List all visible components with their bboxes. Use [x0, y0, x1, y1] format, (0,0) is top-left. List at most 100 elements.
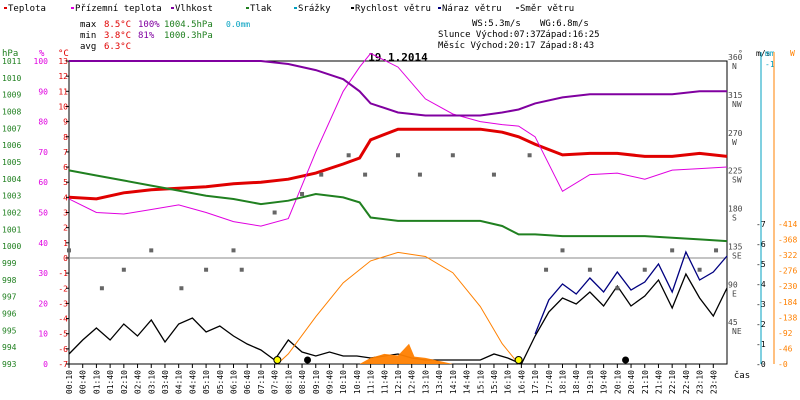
series-feels	[68, 52, 728, 227]
legend-label-wind: Rychlost větru	[355, 4, 431, 14]
time-tick: 21:40	[654, 370, 663, 394]
dir-tick: 135	[728, 242, 743, 251]
dir-compass: W	[732, 138, 737, 147]
dir-compass: SW	[732, 176, 742, 185]
temp-tick: 0	[63, 254, 68, 263]
hpa-tick: 994	[2, 343, 17, 352]
time-tick: 14:10	[449, 370, 458, 394]
stat-wind-gust: WG:6.8m/s	[540, 19, 589, 29]
legend-label-rain: Srážky	[298, 4, 331, 14]
solar-tick: -92	[778, 329, 793, 338]
chart-title: 19.1.2014	[368, 51, 428, 64]
wind-dir-point	[527, 153, 532, 158]
series-solar	[277, 251, 519, 365]
dir-tick: 90	[728, 280, 738, 289]
hpa-tick: 1003	[2, 192, 21, 201]
wind-dir-point	[697, 267, 702, 272]
stat-sunrise: Slunce Východ:07:37	[438, 30, 541, 40]
axis-dir-label: °	[738, 49, 743, 58]
time-tick: 22:40	[682, 370, 691, 394]
pct-tick: 100	[34, 57, 49, 66]
time-tick: 12:40	[408, 370, 417, 394]
dir-tick: 180	[728, 205, 743, 214]
series-press	[68, 169, 728, 243]
wind-dir-point	[363, 172, 368, 177]
solar-tick: -276	[778, 267, 797, 276]
legend-label-gust: Náraz větru	[442, 4, 502, 14]
hpa-tick: 1000	[2, 242, 21, 251]
wind-dir-point	[239, 267, 244, 272]
time-tick: 04:10	[175, 370, 184, 394]
legend-label-temp: Teplota	[8, 4, 46, 14]
time-tick: 18:40	[572, 370, 581, 394]
series-gust	[534, 250, 728, 335]
solar-tick: -368	[778, 236, 797, 245]
time-tick: 15:10	[476, 370, 485, 394]
stat-label-avg: avg	[80, 42, 96, 52]
solar-tick: -184	[778, 298, 797, 307]
solar-tick: -138	[778, 313, 797, 322]
wind-dir-point	[67, 248, 71, 253]
time-tick: 02:40	[134, 370, 143, 394]
temp-tick: 12	[58, 72, 68, 81]
hpa-tick: 1010	[2, 74, 21, 83]
time-tick: 09:40	[325, 370, 334, 394]
series-hum	[69, 60, 727, 117]
time-tick: 17:40	[545, 370, 554, 394]
solar-tick: -414	[778, 220, 797, 229]
series-solar_meas	[359, 343, 453, 364]
time-tick: 17:10	[531, 370, 540, 394]
stat-hum-min: 81%	[138, 31, 155, 41]
stat-sunset: Západ:16:25	[540, 30, 600, 40]
wind-dir-point	[544, 267, 549, 272]
hpa-tick: 993	[2, 360, 17, 369]
time-tick: 05:40	[216, 370, 225, 394]
temp-tick: -3	[58, 299, 68, 308]
solar-tick: -230	[778, 282, 797, 291]
rain-tick: -1	[765, 60, 775, 69]
wind-tick: -0	[756, 360, 766, 369]
hpa-tick: 999	[2, 259, 17, 268]
time-tick: 00:40	[79, 370, 88, 394]
axis-pct-label: %	[39, 49, 45, 59]
dir-tick: 360	[728, 53, 743, 62]
legend-label-feels: Přízemní teplota	[75, 4, 162, 14]
moonrise-marker	[622, 356, 630, 364]
hpa-tick: 1009	[2, 91, 21, 100]
time-tick: 23:40	[709, 370, 718, 394]
time-tick: 10:40	[353, 370, 362, 394]
time-tick: 08:10	[284, 370, 293, 394]
dir-compass: N	[732, 62, 737, 71]
dir-compass: NW	[732, 100, 742, 109]
dir-compass: S	[732, 214, 737, 223]
dir-compass: SE	[732, 251, 742, 260]
temp-tick: 10	[58, 102, 68, 111]
time-tick: 19:10	[586, 370, 595, 394]
temp-tick: -7	[58, 360, 68, 369]
wind-dir-point	[272, 210, 277, 215]
time-tick: 03:10	[147, 370, 156, 394]
temp-tick: 4	[63, 193, 68, 202]
axis-wind-label: m/s	[756, 49, 771, 58]
temp-tick: -4	[58, 315, 68, 324]
wind-dir-point	[642, 267, 647, 272]
time-tick: 06:10	[230, 370, 239, 394]
dir-tick: 315	[728, 91, 743, 100]
hpa-tick: 1005	[2, 158, 21, 167]
pct-tick: 10	[38, 330, 48, 339]
time-tick: 22:10	[668, 370, 677, 394]
temp-tick: 6	[63, 163, 68, 172]
time-tick: 04:40	[188, 370, 197, 394]
dir-tick: 270	[728, 129, 743, 138]
temp-tick: 9	[63, 118, 68, 127]
stat-press-min: 1000.3hPa	[164, 31, 213, 41]
x-axis-label: čas	[734, 370, 750, 381]
time-tick: 20:10	[613, 370, 622, 394]
stat-temp-avg: 6.3°C	[104, 42, 131, 52]
dir-compass: NE	[732, 327, 742, 336]
axis-temp-label: °C	[58, 49, 69, 59]
wind-dir-point	[560, 248, 565, 253]
pct-tick: 30	[38, 269, 48, 278]
time-tick: 11:40	[380, 370, 389, 394]
wind-dir-point	[417, 172, 422, 177]
